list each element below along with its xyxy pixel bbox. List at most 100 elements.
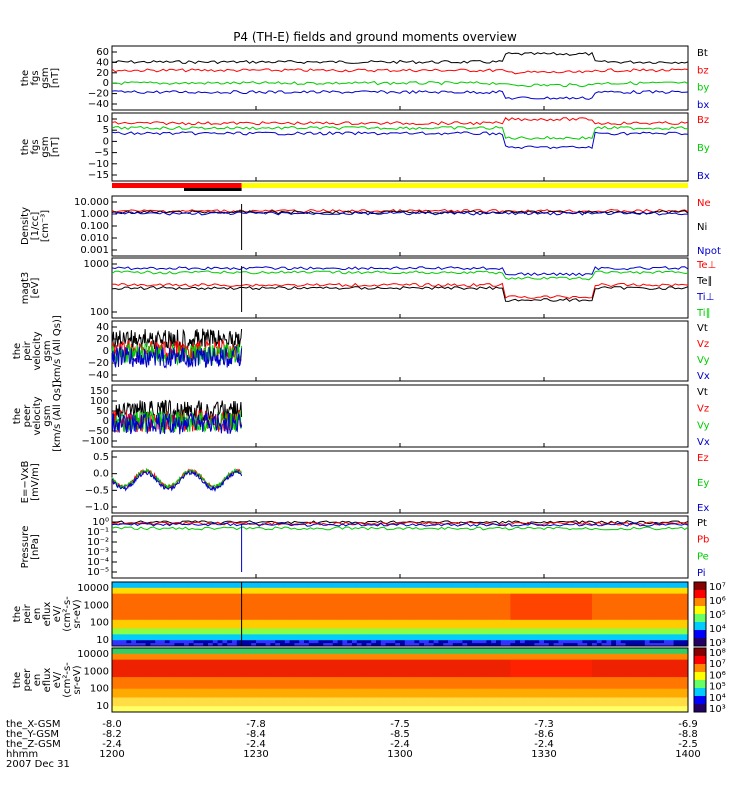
spectrogram-cell	[558, 671, 564, 675]
spectrogram-cell	[371, 587, 377, 592]
spectrogram-cell	[486, 616, 492, 621]
spectrogram-cell	[524, 688, 531, 693]
spectrogram-cell	[174, 596, 180, 600]
spectrogram-cell	[328, 640, 334, 644]
spectrogram-cell	[169, 587, 175, 592]
spectrogram-cell	[313, 605, 319, 609]
spectrogram-cell	[131, 682, 137, 687]
legend-label: Vt	[697, 387, 708, 398]
spectrogram-cell	[150, 671, 156, 675]
spectrogram-cell	[356, 643, 363, 647]
spectrogram-cell	[203, 697, 209, 701]
spectrogram-cell	[496, 703, 502, 707]
spectrogram-cell	[361, 640, 367, 644]
spectrogram-cell	[198, 703, 204, 707]
spectrogram-cell	[496, 637, 502, 641]
spectrogram-cell	[323, 619, 329, 624]
spectrogram-cell	[433, 680, 439, 684]
spectrogram-cell	[563, 584, 569, 589]
spectrogram-cell	[323, 602, 329, 606]
spectrogram-cell	[448, 709, 454, 713]
spectrogram-cell	[169, 640, 175, 644]
spectrogram-cell	[270, 582, 276, 586]
spectrogram-cell	[265, 596, 271, 600]
spectrogram-cell	[337, 677, 343, 681]
spectrogram-cell	[443, 694, 449, 698]
spectrogram-cell	[390, 674, 396, 678]
panel-frame	[111, 581, 689, 647]
spectrogram-cell	[640, 634, 646, 638]
spectrogram-cell	[112, 653, 118, 658]
spectrogram-cell	[280, 596, 286, 600]
spectrogram-cell	[116, 602, 123, 606]
spectrogram-cell	[510, 584, 516, 589]
spectrogram-cell	[265, 602, 271, 606]
spectrogram-cell	[304, 688, 310, 693]
spectrogram-cell	[433, 599, 439, 603]
spectrogram-cell	[208, 599, 214, 603]
spectrogram-cell	[131, 648, 137, 652]
spectrogram-cell	[313, 662, 319, 666]
spectrogram-cell	[529, 706, 535, 710]
spectrogram-cell	[558, 682, 564, 687]
spectrogram-cell	[390, 605, 396, 609]
spectrogram-cell	[145, 650, 151, 655]
spectrogram-cell	[145, 596, 151, 600]
spectrogram-cell	[328, 659, 334, 664]
spectrogram-cell	[592, 584, 598, 589]
spectrogram-cell	[500, 622, 507, 627]
spectrogram-cell	[500, 611, 507, 615]
spectrogram-cell	[448, 622, 454, 627]
spectrogram-cell	[457, 582, 463, 586]
spectrogram-cell	[611, 634, 617, 638]
spectrogram-cell	[174, 602, 180, 606]
spectrogram-cell	[150, 608, 156, 612]
spectrogram-cell	[188, 691, 195, 696]
spectrogram-cell	[318, 659, 324, 664]
spectrogram-cell	[256, 703, 262, 707]
spectrogram-cell	[342, 590, 348, 595]
spectrogram-cell	[232, 616, 238, 621]
spectrogram-cell	[544, 697, 550, 701]
spectrogram-cell	[294, 662, 300, 666]
spectrogram-cell	[251, 706, 257, 710]
spectrogram-cell	[217, 628, 223, 632]
spectrogram-cell	[491, 688, 497, 693]
spectrogram-cell	[510, 622, 516, 627]
spectrogram-cell	[174, 682, 180, 687]
spectrogram-cell	[428, 593, 435, 598]
spectrogram-cell	[366, 622, 372, 627]
spectrogram-cell	[419, 700, 425, 704]
spectrogram-cell	[179, 685, 185, 690]
spectrogram-cell	[184, 605, 190, 609]
spectrogram-cell	[424, 685, 430, 690]
spectrogram-cell	[510, 653, 516, 658]
spectrogram-cell	[433, 634, 439, 638]
spectrogram-cell	[400, 590, 406, 595]
spectrogram-cell	[256, 587, 262, 592]
spectrogram-cell	[232, 653, 238, 658]
spectrogram-cell	[462, 634, 468, 638]
spectrogram-cell	[323, 665, 329, 669]
y-label-line: the	[12, 672, 23, 688]
spectrogram-cell	[361, 643, 367, 647]
spectrogram-cell	[126, 691, 132, 696]
spectrogram-cell	[251, 590, 257, 595]
spectrogram-cell	[140, 668, 147, 672]
spectrogram-cell	[515, 659, 521, 664]
spectrogram-cell	[611, 614, 617, 618]
spectrogram-cell	[289, 703, 295, 707]
spectrogram-cell	[366, 602, 372, 606]
spectrogram-cell	[140, 608, 147, 612]
spectrogram-cell	[275, 587, 281, 592]
spectrogram-cell	[400, 659, 406, 664]
spectrogram-cell	[337, 631, 343, 635]
spectrogram-cell	[179, 593, 185, 598]
spectrogram-cell	[462, 662, 468, 666]
spectrogram-cell	[299, 709, 305, 713]
spectrogram-cell	[476, 668, 483, 672]
spectrogram-cell	[313, 648, 319, 652]
spectrogram-cell	[332, 619, 339, 624]
spectrogram-cell	[424, 677, 430, 681]
spectrogram-cell	[222, 691, 228, 696]
